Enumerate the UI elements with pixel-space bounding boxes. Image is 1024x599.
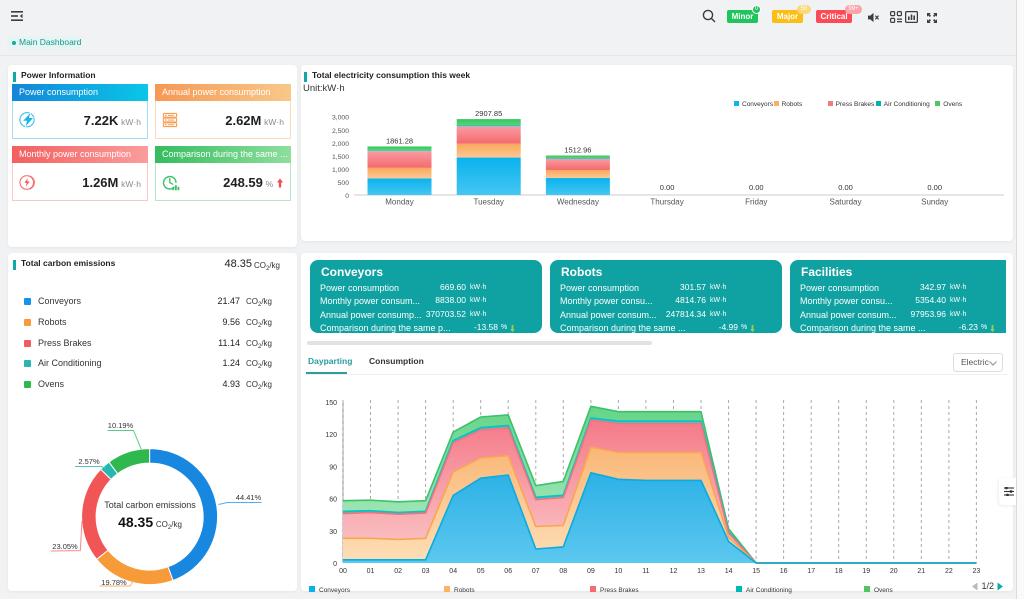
svg-text:18: 18 [835, 568, 843, 575]
svg-text:03: 03 [422, 568, 430, 575]
svg-text:08: 08 [559, 568, 567, 575]
svg-text:2907.85: 2907.85 [475, 109, 502, 118]
svg-text:Tuesday: Tuesday [474, 198, 504, 207]
svg-text:2,500: 2,500 [332, 128, 349, 135]
svg-text:16: 16 [780, 568, 788, 575]
svg-text:1861.28: 1861.28 [386, 137, 413, 146]
svg-text:90: 90 [329, 464, 337, 471]
svg-text:12: 12 [670, 568, 678, 575]
svg-text:0: 0 [345, 193, 349, 200]
svg-text:0.00: 0.00 [927, 183, 942, 192]
svg-text:21: 21 [917, 568, 925, 575]
svg-text:10: 10 [615, 568, 623, 575]
svg-text:Thursday: Thursday [650, 198, 683, 207]
svg-text:1,500: 1,500 [332, 154, 349, 161]
svg-text:30: 30 [329, 529, 337, 536]
svg-text:02: 02 [394, 568, 402, 575]
svg-text:0.00: 0.00 [660, 183, 675, 192]
svg-text:19: 19 [862, 568, 870, 575]
svg-text:150: 150 [325, 400, 337, 407]
svg-text:60: 60 [329, 497, 337, 504]
svg-text:06: 06 [504, 568, 512, 575]
svg-text:3,000: 3,000 [332, 115, 349, 122]
svg-text:Sunday: Sunday [921, 198, 948, 207]
svg-text:Saturday: Saturday [829, 198, 861, 207]
svg-text:09: 09 [587, 568, 595, 575]
svg-text:120: 120 [325, 432, 337, 439]
svg-text:0.00: 0.00 [838, 183, 853, 192]
svg-text:14: 14 [725, 568, 733, 575]
svg-text:11: 11 [642, 568, 649, 575]
svg-text:2,000: 2,000 [332, 141, 349, 148]
svg-text:1,000: 1,000 [332, 167, 349, 174]
svg-text:15: 15 [752, 568, 760, 575]
svg-text:01: 01 [367, 568, 375, 575]
svg-text:17: 17 [807, 568, 815, 575]
svg-text:1512.96: 1512.96 [564, 146, 591, 155]
svg-text:0: 0 [333, 561, 337, 568]
svg-text:20: 20 [890, 568, 898, 575]
svg-text:05: 05 [477, 568, 485, 575]
svg-text:Wednesday: Wednesday [557, 198, 599, 207]
svg-text:0.00: 0.00 [749, 183, 764, 192]
svg-text:00: 00 [339, 568, 347, 575]
svg-text:Monday: Monday [385, 198, 413, 207]
svg-text:04: 04 [449, 568, 457, 575]
svg-text:23: 23 [973, 568, 981, 575]
svg-text:Friday: Friday [745, 198, 767, 207]
svg-text:500: 500 [338, 180, 350, 187]
svg-text:13: 13 [697, 568, 705, 575]
svg-text:07: 07 [532, 568, 540, 575]
svg-text:22: 22 [945, 568, 953, 575]
